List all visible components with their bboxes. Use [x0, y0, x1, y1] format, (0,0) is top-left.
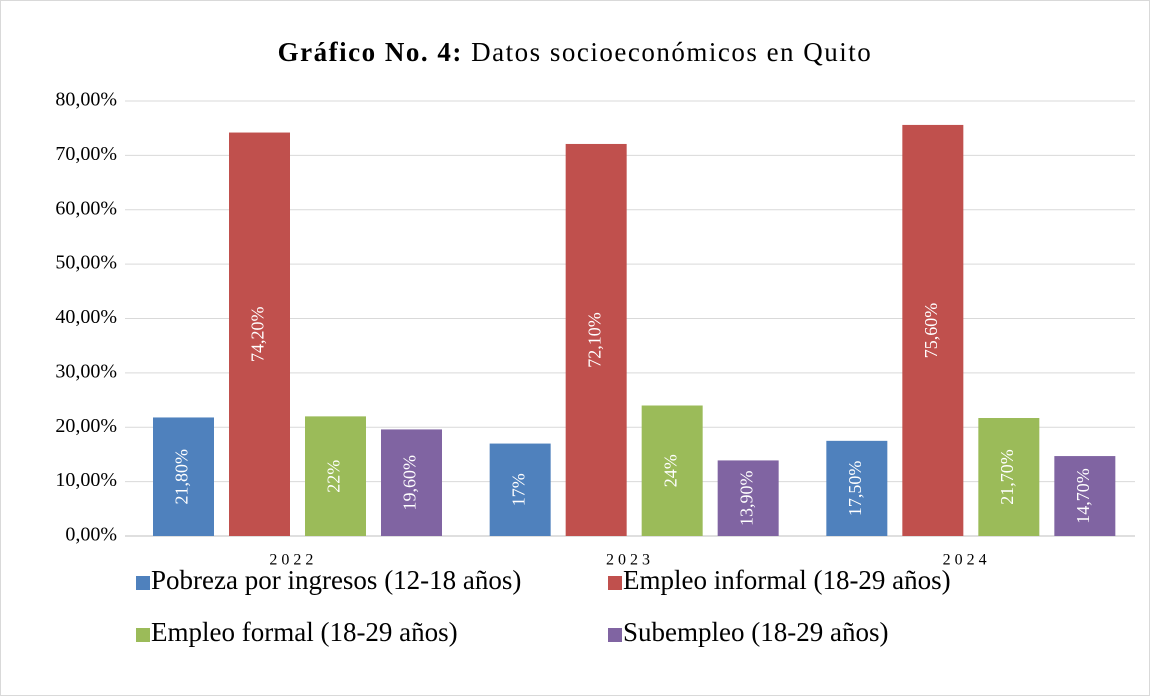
- data-label: 75,60%: [921, 303, 941, 359]
- bar: [641, 405, 703, 536]
- title-text: Datos socioeconómicos en Quito: [471, 37, 872, 67]
- data-label: 17,50%: [845, 461, 865, 517]
- y-tick-label: 40,00%: [55, 306, 117, 328]
- y-tick-label: 50,00%: [55, 252, 117, 274]
- bar: [489, 443, 551, 536]
- chart-title: Gráfico No. 4: Datos socioeconómicos en …: [278, 37, 873, 67]
- x-tick-label: 2023: [606, 552, 654, 569]
- bar: [229, 132, 290, 536]
- data-label: 74,20%: [248, 307, 268, 363]
- legend-swatch: [136, 576, 150, 590]
- y-tick-label: 0,00%: [65, 524, 117, 546]
- x-tick-label: 2022: [269, 552, 317, 569]
- data-label: 13,90%: [736, 470, 756, 525]
- data-label: 14,70%: [1073, 468, 1093, 524]
- title-bold: Gráfico No. 4:: [278, 37, 463, 67]
- legend-swatch: [608, 628, 622, 642]
- legend-label: Empleo formal (18-29 años): [151, 617, 458, 647]
- data-label: 17%: [508, 473, 528, 506]
- bar: [717, 460, 779, 536]
- data-label: 21,80%: [172, 449, 192, 505]
- data-label: 19,60%: [400, 455, 420, 511]
- data-label: 72,10%: [584, 312, 604, 368]
- x-tick-label: 2024: [943, 552, 991, 569]
- legend-label: Subempleo (18-29 años): [623, 617, 888, 647]
- y-tick-label: 80,00%: [55, 89, 117, 111]
- bar: [978, 418, 1040, 536]
- bar: [305, 416, 366, 536]
- bar: [902, 124, 964, 537]
- data-label: 21,70%: [997, 449, 1017, 505]
- legend-label: Pobreza por ingresos (12-18 años): [151, 565, 521, 595]
- bar: [565, 143, 627, 537]
- y-tick-label: 60,00%: [55, 197, 117, 219]
- bar: [1054, 456, 1116, 536]
- data-label: 24%: [660, 454, 680, 487]
- y-tick-label: 10,00%: [55, 469, 117, 491]
- bar: [381, 429, 442, 536]
- bar: [826, 440, 888, 536]
- legend-label: Empleo informal (18-29 años): [623, 565, 951, 595]
- bar: [153, 417, 214, 536]
- legend-swatch: [136, 628, 150, 642]
- legend-swatch: [608, 576, 622, 590]
- y-tick-label: 70,00%: [55, 143, 117, 165]
- data-label: 22%: [324, 460, 344, 493]
- y-tick-label: 20,00%: [55, 415, 117, 437]
- y-tick-label: 30,00%: [55, 360, 117, 382]
